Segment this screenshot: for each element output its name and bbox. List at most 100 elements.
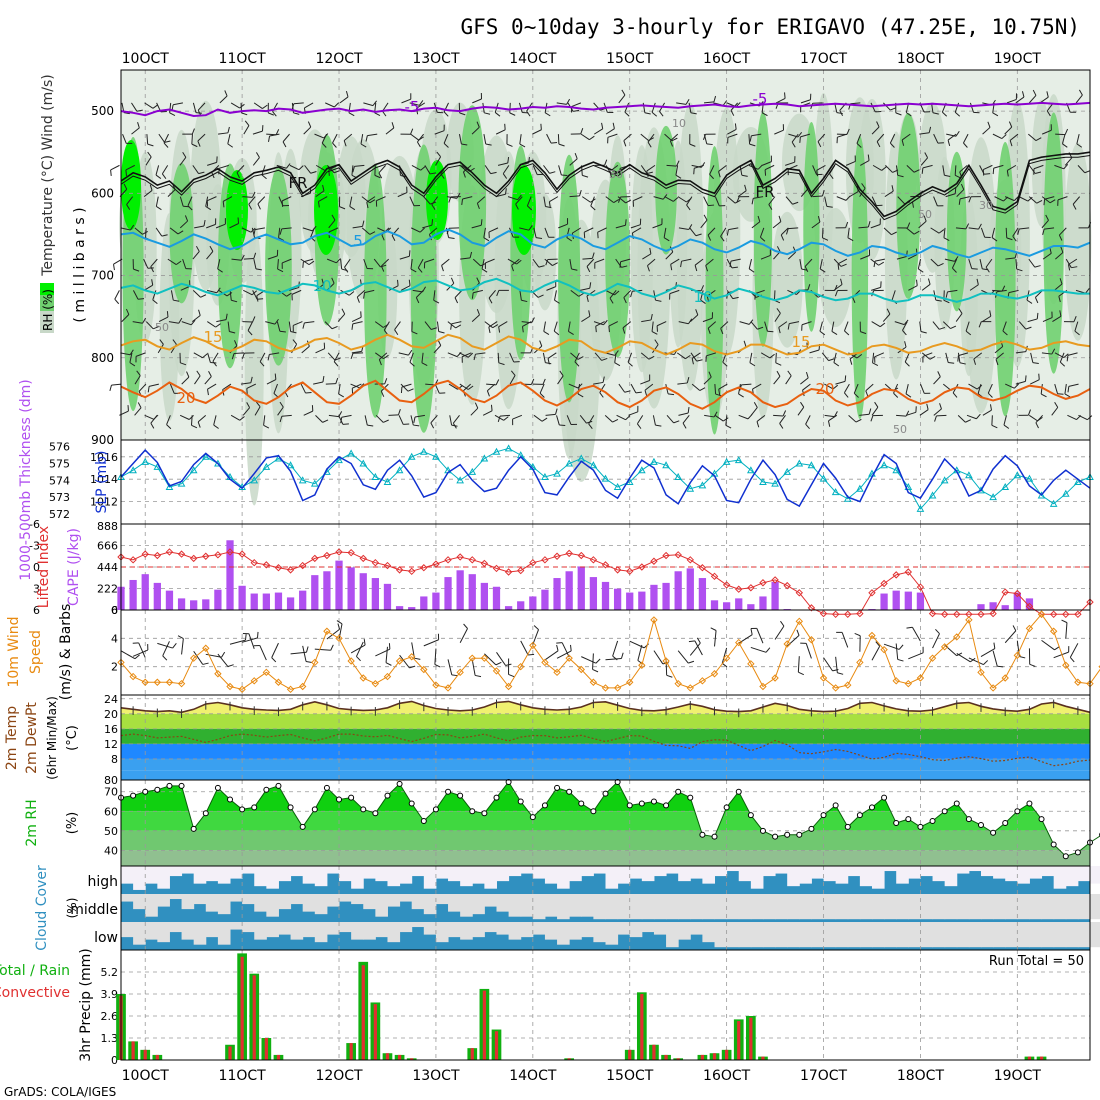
precip-conv-bar: [700, 1054, 705, 1060]
thickness-marker: [165, 482, 174, 491]
wind-barb: [142, 230, 148, 235]
rh-mask: [121, 780, 1100, 857]
wind-barb: [149, 184, 153, 191]
wind-barb: [918, 220, 927, 229]
cloud-clear-block: [847, 922, 861, 948]
wind-barb: [410, 268, 417, 273]
rh-marker: [868, 804, 875, 811]
wind-barb: [1002, 330, 1008, 336]
wind-barb: [865, 390, 869, 397]
thickness-marker: [250, 476, 259, 484]
wind-barb: [374, 112, 381, 117]
wind-barb-10m: [895, 643, 899, 660]
wind-barb: [449, 415, 453, 426]
cloud-clear-block: [968, 922, 982, 948]
rh-marker: [990, 829, 997, 836]
wind-barb: [1074, 330, 1080, 336]
wind-barb: [222, 196, 233, 202]
wind-barb-10m: [544, 650, 559, 661]
wind-barb: [554, 299, 560, 304]
wind-barb: [943, 237, 950, 242]
wind-barb: [664, 196, 674, 202]
wind-barb: [579, 189, 582, 196]
wind-barb-10m: [612, 640, 619, 657]
wind-barb: [744, 184, 747, 191]
cape-bar: [226, 540, 234, 610]
wind-barb: [676, 160, 680, 167]
wind-barb: [279, 330, 286, 333]
wind-barb: [488, 326, 491, 334]
wind-barb: [906, 411, 917, 416]
wind-barb-10m: [908, 652, 924, 660]
cloud-clear-block: [242, 894, 255, 905]
wind-barb: [229, 223, 239, 229]
wind-barb: [474, 402, 479, 409]
rh-band: [121, 830, 1090, 851]
rh-marker: [481, 810, 488, 817]
wind-barb: [849, 191, 859, 198]
wind-barb: [597, 227, 607, 233]
wind-barb: [227, 143, 234, 148]
wind-barb: [172, 102, 184, 106]
cloud-clear-block: [1065, 922, 1079, 948]
wind-barb: [1015, 380, 1026, 385]
cloud-clear-block: [375, 866, 388, 882]
precip-tick-label: 2.6: [101, 1010, 119, 1023]
wind-barb: [409, 361, 415, 367]
wind-barb: [1015, 259, 1018, 270]
wind-barb: [718, 383, 728, 390]
wind-barb: [774, 312, 781, 322]
wind-barb-10m: [375, 648, 391, 657]
wind-barb: [579, 415, 587, 424]
wind-barb: [475, 352, 486, 355]
li-marker: [323, 551, 331, 560]
wind-barb: [240, 382, 251, 385]
wind-barb: [741, 174, 748, 177]
precip-conv-bar: [664, 1054, 668, 1060]
wind-barb: [1028, 196, 1038, 204]
cloud-clear-block: [290, 866, 304, 877]
cloud-clear-block: [762, 922, 776, 948]
cloud-clear-block: [508, 922, 522, 940]
wind-barb: [677, 382, 688, 385]
wind-speed-marker: [226, 682, 234, 691]
wind-barb: [212, 352, 219, 362]
thickness-marker: [734, 456, 743, 464]
wind-barb: [282, 133, 290, 143]
wind-barb: [566, 98, 571, 105]
wind-barb: [443, 111, 449, 117]
thickness-marker: [795, 459, 804, 467]
wind-barb: [987, 392, 993, 398]
wind-speed-marker: [1049, 627, 1058, 635]
rh-marker: [808, 825, 815, 832]
wind-barb: [718, 164, 727, 172]
wind-barb: [167, 258, 177, 266]
cape-bar: [371, 578, 379, 610]
wind-barb-10m: [484, 653, 497, 666]
wind-barb: [817, 141, 822, 148]
wind-barb: [1084, 170, 1091, 174]
wind-barb: [673, 197, 679, 202]
wind-barb: [843, 321, 849, 332]
cloud-clear-block: [738, 894, 752, 920]
wind-barb: [748, 258, 752, 269]
thickness-marker: [286, 461, 295, 469]
wind-barb: [1032, 362, 1039, 364]
li-marker: [238, 550, 246, 558]
wind-barb: [1078, 89, 1083, 96]
cloud-clear-block: [423, 922, 437, 935]
wind-barb: [945, 352, 949, 363]
wind-barb: [192, 102, 197, 113]
rh-marker: [856, 812, 863, 819]
cloud-clear-block: [835, 894, 849, 920]
wind-barb: [310, 171, 317, 174]
wind-barb: [922, 352, 933, 357]
wind-barb: [919, 321, 922, 332]
wind-barb: [552, 262, 558, 267]
wind-barb: [409, 196, 415, 206]
wind-barb-10m: [463, 623, 468, 629]
wind-barb: [417, 133, 425, 143]
wind-barb-10m: [688, 660, 695, 664]
wind-barb: [676, 102, 687, 105]
